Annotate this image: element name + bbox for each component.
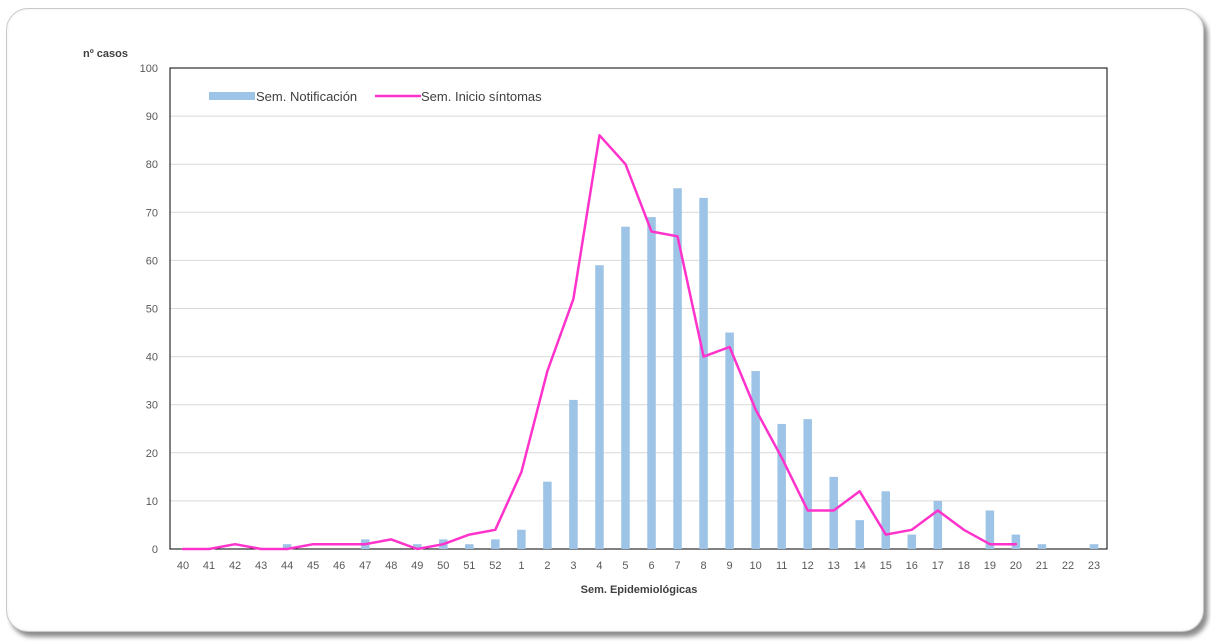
x-tick-label: 41: [203, 560, 215, 572]
bar: [777, 423, 786, 549]
x-axis-ticks: 40 41 42 43 44 45 46 47 48 49 50 51 52 1 2 3 4 5 6 7 8 9 10 11 1…: [177, 560, 1100, 572]
bar: [1089, 544, 1099, 549]
legend: Sem. Notificación Sem. Inicio síntomas: [209, 89, 542, 104]
x-tick-label: 7: [674, 560, 680, 572]
x-tick-label: 10: [750, 560, 762, 572]
y-tick-label: 0: [152, 544, 158, 556]
bar: [569, 399, 578, 549]
bar: [673, 188, 682, 549]
x-tick-label: 48: [385, 560, 397, 572]
y-tick-label: 80: [146, 159, 158, 171]
bar: [933, 500, 943, 549]
bar: [751, 371, 760, 549]
x-tick-label: 13: [828, 560, 840, 572]
x-tick-label: 17: [932, 560, 944, 572]
x-tick-label: 20: [1010, 560, 1022, 572]
x-tick-label: 51: [463, 560, 475, 572]
bar: [595, 265, 604, 549]
x-tick-label: 19: [984, 560, 996, 572]
x-tick-label: 47: [359, 560, 371, 572]
x-tick-label: 12: [802, 560, 814, 572]
legend-bar-swatch: [209, 92, 255, 100]
y-tick-label: 70: [146, 207, 158, 219]
x-tick-label: 6: [648, 560, 654, 572]
legend-bar-label: Sem. Notificación: [256, 89, 357, 104]
x-tick-label: 45: [307, 560, 319, 572]
x-tick-label: 46: [333, 560, 345, 572]
bar: [517, 529, 526, 549]
x-tick-label: 18: [958, 560, 970, 572]
x-tick-label: 52: [489, 560, 501, 572]
x-tick-label: 49: [411, 560, 423, 572]
x-tick-label: 2: [544, 560, 550, 572]
line-series: [181, 134, 1018, 551]
y-tick-label: 40: [146, 352, 158, 364]
y-tick-label: 10: [146, 496, 158, 508]
bar: [465, 544, 474, 549]
bar: [985, 510, 995, 549]
y-axis-title: nº casos: [83, 48, 128, 60]
gridlines: [170, 115, 1107, 502]
chart-frame: [6, 8, 1204, 632]
x-tick-label: 44: [281, 560, 293, 572]
x-axis-title: Sem. Epidemiológicas: [581, 584, 698, 596]
y-tick-label: 90: [146, 111, 158, 123]
bar: [1011, 534, 1021, 549]
x-tick-label: 3: [570, 560, 576, 572]
x-tick-label: 23: [1088, 560, 1100, 572]
bar: [1037, 544, 1047, 549]
series-line: [181, 134, 1018, 551]
bar: [413, 544, 422, 549]
bar: [543, 481, 552, 549]
x-tick-label: 22: [1062, 560, 1074, 572]
bar: [491, 539, 500, 549]
x-tick-label: 15: [880, 560, 892, 572]
y-tick-label: 50: [146, 304, 158, 316]
x-tick-label: 9: [727, 560, 733, 572]
bar: [282, 544, 292, 549]
x-tick-label: 21: [1036, 560, 1048, 572]
x-tick-label: 42: [229, 560, 241, 572]
x-tick-label: 40: [177, 560, 189, 572]
y-tick-label: 100: [140, 63, 158, 75]
bar: [647, 217, 656, 550]
plot-area: [169, 67, 1108, 550]
y-tick-label: 30: [146, 400, 158, 412]
bar-series: [282, 188, 1099, 550]
x-tick-label: 50: [437, 560, 449, 572]
x-tick-label: 8: [701, 560, 707, 572]
bar: [829, 476, 838, 549]
x-tick-label: 1: [518, 560, 524, 572]
y-tick-label: 60: [146, 255, 158, 267]
x-tick-label: 14: [854, 560, 866, 572]
x-tick-label: 11: [776, 560, 787, 572]
x-tick-label: 43: [255, 560, 267, 572]
bar: [699, 197, 708, 549]
legend-line-label: Sem. Inicio síntomas: [421, 89, 542, 104]
x-tick-label: 16: [906, 560, 918, 572]
bar: [621, 226, 630, 550]
bar: [803, 419, 812, 549]
x-tick-label: 4: [596, 560, 602, 572]
bar: [881, 491, 891, 549]
bar: [907, 534, 917, 549]
y-tick-label: 20: [146, 448, 158, 460]
bar: [725, 332, 734, 549]
bar: [855, 520, 864, 549]
y-axis-ticks: 0 10 20 30 40 50 60 70 80 90 100: [140, 63, 158, 556]
x-tick-label: 5: [622, 560, 628, 572]
